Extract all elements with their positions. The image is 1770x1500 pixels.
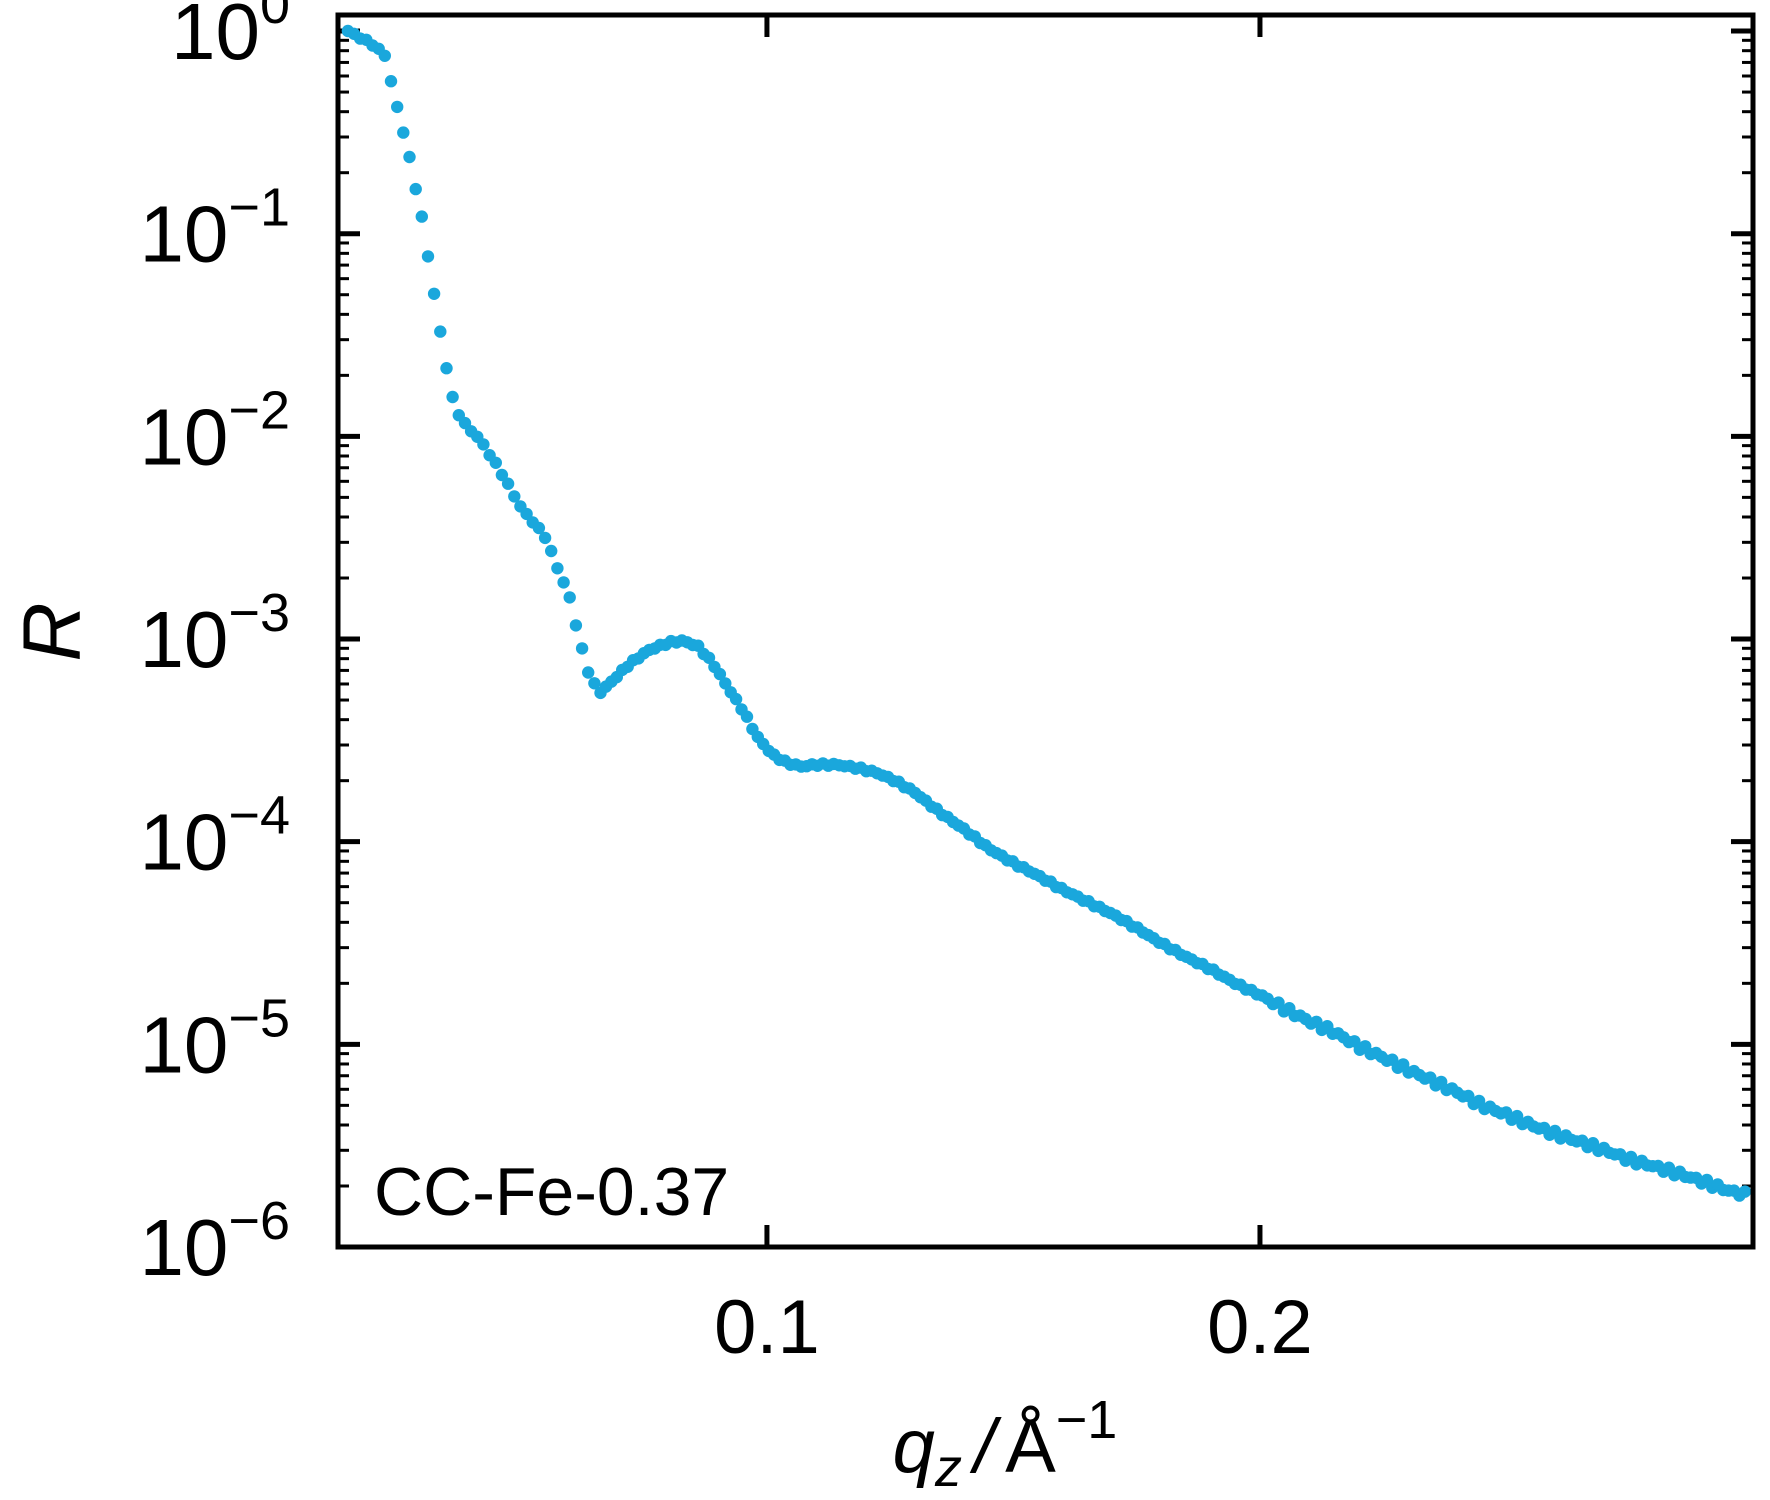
data-point bbox=[440, 362, 453, 375]
y-tick-base: 10 bbox=[139, 1203, 228, 1292]
data-point bbox=[501, 477, 515, 490]
data-point bbox=[495, 468, 509, 482]
data-point bbox=[588, 677, 601, 690]
y-tick-exponent: −2 bbox=[228, 380, 290, 440]
x-axis-title: qz / Å−1 bbox=[893, 1390, 1118, 1498]
data-point bbox=[391, 100, 404, 114]
data-point bbox=[545, 544, 558, 558]
data-point bbox=[446, 390, 459, 404]
y-tick-base: 10 bbox=[139, 190, 228, 279]
data-point bbox=[702, 651, 716, 664]
y-tick-exponent: −5 bbox=[228, 988, 290, 1048]
data-point bbox=[582, 666, 595, 679]
y-axis-title: R bbox=[7, 602, 98, 661]
major-ticks bbox=[338, 15, 1753, 1250]
y-tick-base: 10 bbox=[171, 0, 260, 76]
x-axis-sep: / bbox=[969, 1404, 1002, 1489]
data-point bbox=[409, 182, 422, 196]
data-point bbox=[397, 126, 410, 139]
y-tick-exponent: −3 bbox=[228, 583, 290, 643]
y-tick-label: 100 bbox=[171, 0, 290, 76]
x-tick-label: 0.2 bbox=[1207, 1285, 1313, 1370]
data-point bbox=[384, 75, 398, 88]
data-point bbox=[415, 210, 428, 223]
data-point bbox=[508, 490, 521, 503]
y-tick-label: 10−5 bbox=[139, 988, 290, 1089]
x-axis-var: q bbox=[893, 1404, 935, 1489]
chart-annotation: CC-Fe-0.37 bbox=[374, 1154, 729, 1230]
y-tick-label: 10−6 bbox=[139, 1191, 290, 1292]
data-point bbox=[427, 287, 441, 300]
data-point bbox=[575, 642, 589, 655]
x-tick-label: 0.1 bbox=[714, 1285, 820, 1370]
data-point bbox=[719, 677, 732, 690]
data-point bbox=[434, 325, 447, 338]
data-point bbox=[421, 250, 435, 263]
minor-ticks bbox=[338, 38, 1753, 1188]
data-point bbox=[538, 531, 552, 545]
y-tick-exponent: −1 bbox=[228, 178, 290, 238]
data-point bbox=[563, 591, 576, 604]
y-tick-base: 10 bbox=[139, 595, 228, 684]
plot-frame bbox=[335, 12, 1756, 1250]
data-point bbox=[551, 562, 564, 575]
x-axis-sub: z bbox=[934, 1438, 962, 1498]
x-axis-exp: −1 bbox=[1056, 1390, 1118, 1450]
data-point bbox=[477, 438, 490, 451]
y-tick-label: 10−1 bbox=[139, 178, 290, 279]
y-tick-exponent: −6 bbox=[228, 1191, 290, 1251]
data-point bbox=[729, 692, 743, 706]
data-point bbox=[489, 456, 502, 469]
y-tick-base: 10 bbox=[139, 798, 228, 887]
y-tick-exponent: −4 bbox=[228, 786, 290, 846]
y-tick-base: 10 bbox=[139, 1000, 228, 1089]
y-tick-label: 10−4 bbox=[139, 786, 290, 887]
data-point bbox=[557, 576, 570, 589]
y-tick-base: 10 bbox=[139, 392, 228, 481]
data-point bbox=[378, 49, 391, 62]
data-point bbox=[713, 667, 727, 681]
y-tick-label: 10−2 bbox=[139, 380, 290, 481]
x-tick-labels: 0.1 0.2 bbox=[714, 1285, 1313, 1370]
data-point bbox=[740, 710, 754, 723]
x-axis-unit: Å bbox=[1005, 1404, 1056, 1489]
data-points bbox=[341, 24, 1752, 1202]
y-tick-exponent: 0 bbox=[260, 0, 290, 35]
data-point bbox=[1738, 1185, 1752, 1198]
data-point bbox=[403, 150, 416, 164]
data-point bbox=[569, 619, 583, 632]
data-point bbox=[532, 521, 546, 535]
y-tick-label: 10−3 bbox=[139, 583, 290, 684]
